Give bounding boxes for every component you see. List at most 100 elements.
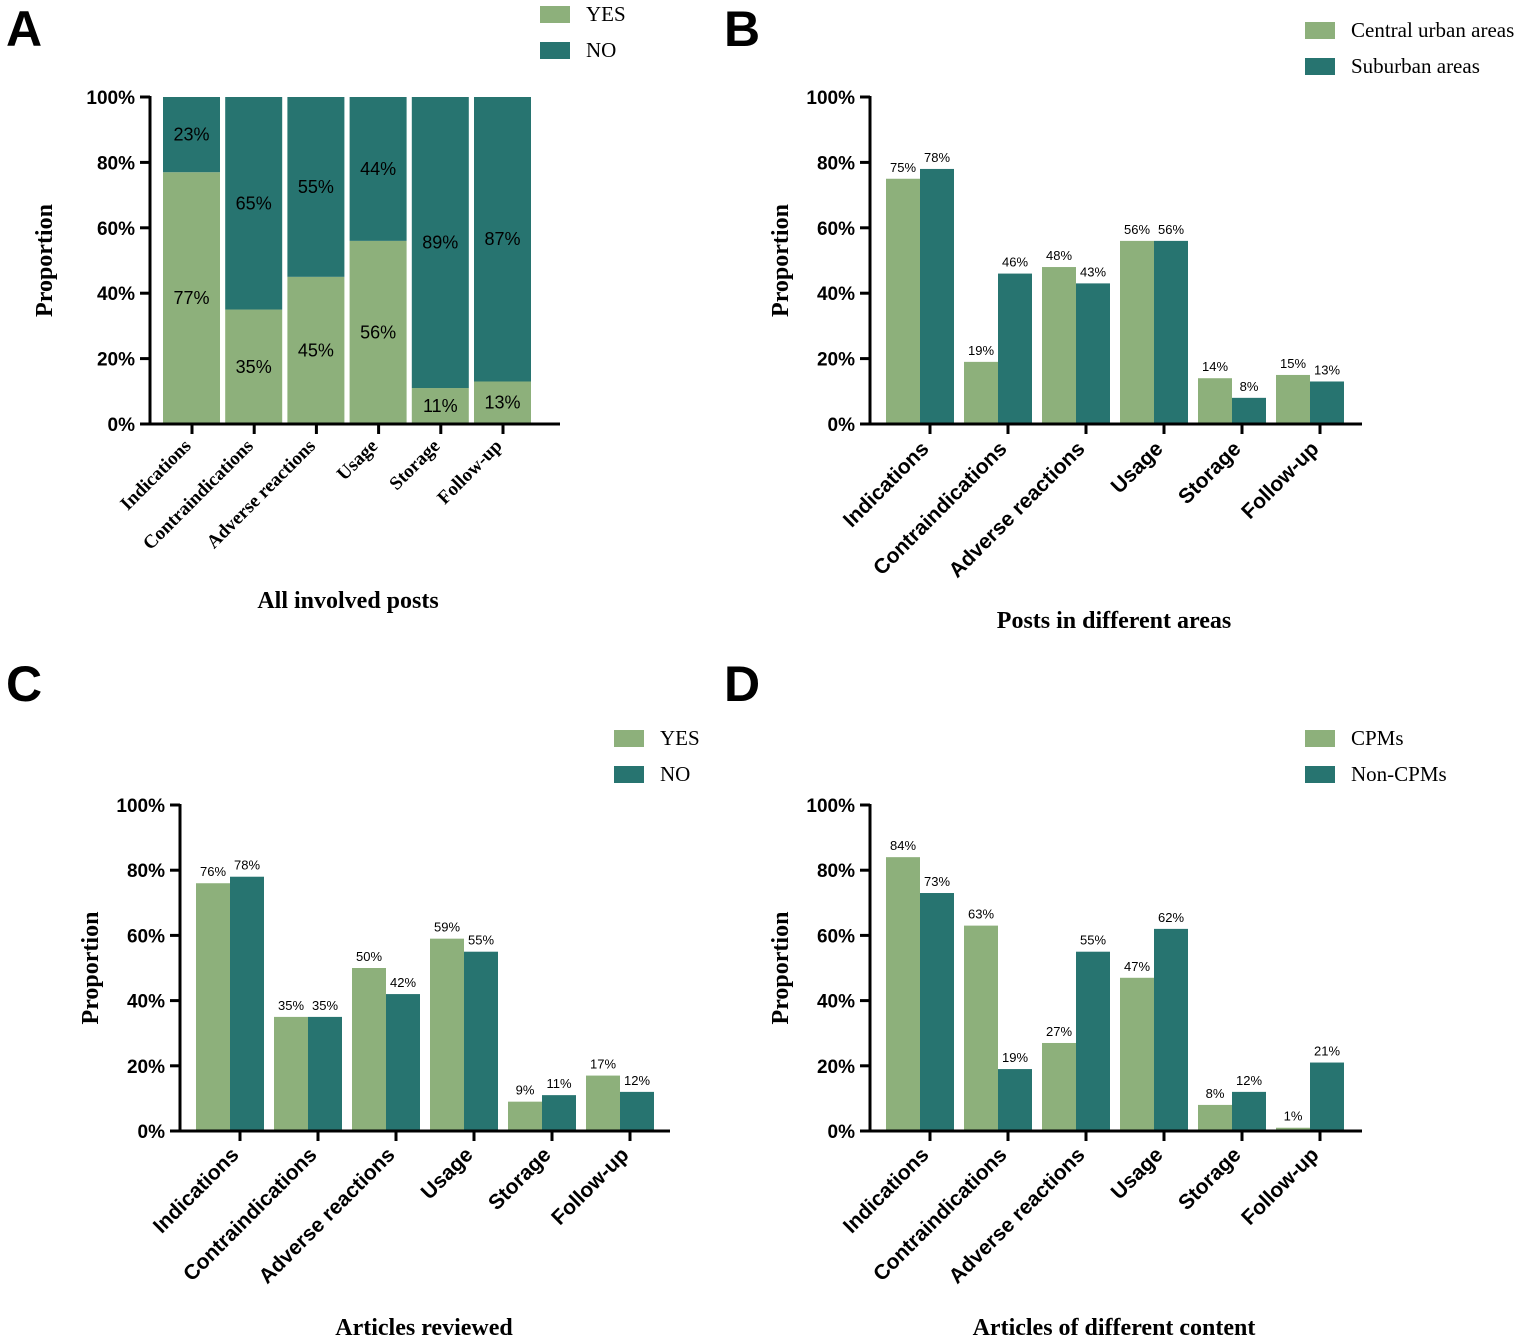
bar-series2-2 xyxy=(308,1016,342,1131)
legend-swatch-2 xyxy=(614,766,644,783)
bar-series1-4 xyxy=(1120,240,1154,424)
y-axis-title: Proportion xyxy=(32,204,58,317)
data-label-series1-3: 48% xyxy=(1046,248,1072,263)
data-label-series2-3: 43% xyxy=(1080,264,1106,279)
data-label-series2-2: 35% xyxy=(312,998,338,1013)
y-tick-label: 0% xyxy=(138,1122,166,1143)
data-label-series2-2: 46% xyxy=(1002,255,1028,270)
bar-no-6 xyxy=(474,97,531,382)
legend-label-2: Non-CPMs xyxy=(1351,762,1447,786)
y-tick-label: 20% xyxy=(127,1057,165,1078)
y-tick-label: 40% xyxy=(97,284,135,305)
panel-letter: A xyxy=(6,1,42,57)
data-label-series1-3: 27% xyxy=(1046,1024,1072,1039)
chart-panel-D: D CPMs Non-CPMs 84% 73% 63% 19% 27% 55% 47% 62% 8% 1… xyxy=(724,656,1447,1341)
x-tick-label: Usage xyxy=(1107,1143,1168,1204)
bar-series2-5 xyxy=(1232,397,1266,424)
bar-series1-5 xyxy=(508,1101,542,1131)
x-tick-label: Contraindications xyxy=(869,1143,1011,1285)
bar-no-5 xyxy=(411,97,469,389)
bar-series1-1 xyxy=(196,883,230,1131)
x-axis-title: All involved posts xyxy=(257,588,438,614)
y-tick-label: 20% xyxy=(817,350,855,371)
x-tick-label: Adverse reactions xyxy=(945,1143,1090,1288)
data-label-yes-1: 77% xyxy=(173,288,209,308)
x-tick-label: Follow-up xyxy=(433,436,506,509)
data-label-yes-4: 56% xyxy=(360,322,396,342)
data-label-no-2: 65% xyxy=(236,193,272,213)
data-label-series2-1: 78% xyxy=(924,150,950,165)
data-label-series1-6: 17% xyxy=(590,1057,616,1072)
bar-series1-1 xyxy=(886,178,920,424)
y-tick-label: 60% xyxy=(97,219,135,240)
data-label-yes-2: 35% xyxy=(236,357,272,377)
y-tick-label: 100% xyxy=(86,88,135,109)
x-tick-label: Storage xyxy=(385,436,444,495)
data-label-no-5: 89% xyxy=(422,233,458,253)
bar-series2-5 xyxy=(1232,1091,1266,1131)
bar-yes-3 xyxy=(287,276,345,424)
bar-no-3 xyxy=(287,97,345,277)
legend-swatch-2 xyxy=(1305,766,1335,783)
y-tick-label: 100% xyxy=(806,88,855,109)
data-label-series1-1: 76% xyxy=(200,864,226,879)
bar-yes-4 xyxy=(349,240,407,424)
x-tick-label: Usage xyxy=(333,436,382,485)
legend-label-1: Central urban areas xyxy=(1351,18,1514,42)
legend-label-2: NO xyxy=(586,38,616,62)
bar-series2-1 xyxy=(230,876,264,1131)
legend-swatch-1 xyxy=(1305,730,1335,747)
x-tick-label: Follow-up xyxy=(1237,1143,1323,1229)
bar-series1-2 xyxy=(964,361,998,424)
bar-series1-4 xyxy=(1120,977,1154,1131)
panel-letter: B xyxy=(724,1,760,57)
bar-no-4 xyxy=(349,97,407,241)
data-label-series2-4: 62% xyxy=(1158,910,1184,925)
data-label-yes-6: 13% xyxy=(484,393,520,413)
data-label-series1-4: 59% xyxy=(434,920,460,935)
bar-series2-3 xyxy=(1076,283,1110,424)
legend-swatch-1 xyxy=(1305,22,1335,39)
y-tick-label: 20% xyxy=(817,1057,855,1078)
chart-panel-B: B Central urban areas Suburban areas 75% 78%… xyxy=(724,1,1514,634)
data-label-series1-2: 19% xyxy=(968,343,994,358)
bar-series1-6 xyxy=(586,1075,620,1131)
data-label-series1-3: 50% xyxy=(356,949,382,964)
bar-series2-4 xyxy=(464,951,498,1131)
bar-series2-6 xyxy=(1310,1062,1344,1131)
x-tick-label: Adverse reactions xyxy=(255,1143,400,1288)
y-tick-label: 20% xyxy=(97,350,135,371)
bar-series1-5 xyxy=(1198,378,1232,424)
data-label-series1-5: 8% xyxy=(1206,1086,1225,1101)
data-label-series1-4: 56% xyxy=(1124,222,1150,237)
data-label-series2-6: 21% xyxy=(1314,1044,1340,1059)
data-label-series2-3: 42% xyxy=(390,975,416,990)
legend: CPMs Non-CPMs xyxy=(1305,726,1447,786)
bars: 76% 78% 35% 35% 50% 42% 59% 55% 9% 11% 17% 12% xyxy=(196,858,654,1131)
data-label-series2-6: 13% xyxy=(1314,362,1340,377)
bar-series1-4 xyxy=(430,938,464,1131)
bar-series1-3 xyxy=(1042,267,1076,424)
bars: 75% 78% 19% 46% 48% 43% 56% 56% 14% 8% 15% 13% xyxy=(886,150,1344,424)
y-axis-title: Proportion xyxy=(768,204,794,317)
panel-letter: C xyxy=(6,656,42,712)
y-tick-label: 0% xyxy=(108,415,136,436)
data-label-no-1: 23% xyxy=(173,125,209,145)
x-tick-label: Usage xyxy=(417,1143,478,1204)
panel-letter: D xyxy=(724,656,760,712)
y-tick-label: 40% xyxy=(127,992,165,1013)
y-tick-label: 80% xyxy=(127,861,165,882)
legend: Central urban areas Suburban areas xyxy=(1305,18,1514,78)
data-label-series2-1: 78% xyxy=(234,858,260,873)
data-label-series2-6: 12% xyxy=(624,1073,650,1088)
bar-series2-6 xyxy=(620,1091,654,1131)
legend-swatch-1 xyxy=(540,6,570,23)
y-axis-title: Proportion xyxy=(768,912,794,1025)
bar-series2-3 xyxy=(386,994,420,1131)
bar-series2-1 xyxy=(920,168,954,424)
bar-series1-1 xyxy=(886,857,920,1131)
x-tick-label: Storage xyxy=(1174,1143,1246,1215)
legend-label-2: NO xyxy=(660,762,690,786)
x-tick-label: Usage xyxy=(1107,437,1168,498)
